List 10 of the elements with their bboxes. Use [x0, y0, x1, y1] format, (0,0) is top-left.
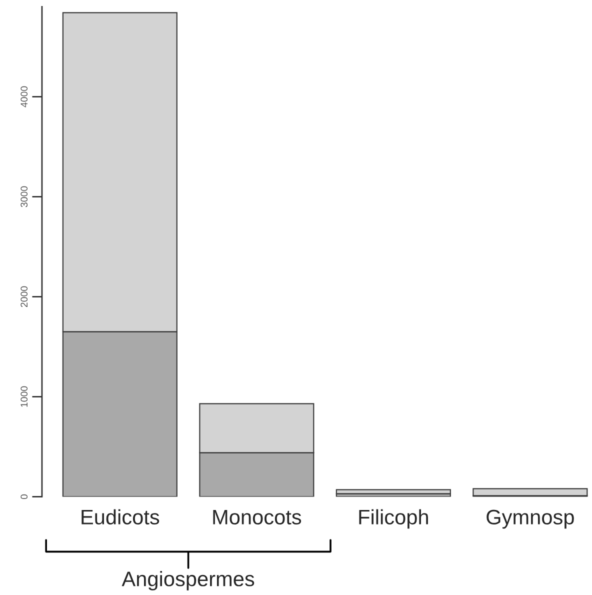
x-tick-label: Eudicots: [82, 509, 160, 525]
y-tick-label: 2000: [20, 286, 28, 308]
y-tick-label: 3000: [20, 186, 28, 208]
text: Angiospermes: [122, 571, 254, 590]
y-tick-label: 0: [20, 494, 28, 500]
x-tick-label: Gymnosp: [486, 510, 574, 529]
x-tick-label: Filicoph: [359, 509, 428, 529]
y-tick-label: 4000: [20, 86, 28, 108]
y-tick-label: 1000: [20, 386, 28, 407]
x-tick-label: Monocots: [213, 510, 302, 525]
